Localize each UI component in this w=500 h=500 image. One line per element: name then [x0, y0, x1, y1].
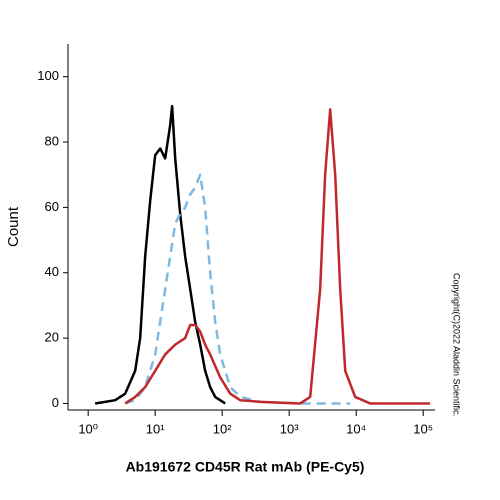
y-tick-label: 0 [52, 395, 59, 410]
y-tick-label: 100 [37, 68, 59, 83]
series-line [94, 104, 226, 405]
x-tick-label: 10⁵ [413, 421, 433, 436]
y-axis-title: Count [5, 206, 22, 247]
y-tick-label: 80 [45, 133, 59, 148]
y-tick-label: 60 [45, 199, 59, 214]
series-line [124, 108, 430, 405]
x-tick-label: 10³ [280, 421, 299, 436]
y-tick-label: 40 [45, 264, 59, 279]
series-line [124, 173, 351, 405]
y-tick-label: 20 [45, 330, 59, 345]
x-tick-label: 10¹ [146, 421, 165, 436]
x-axis-title: Ab191672 CD45R Rat mAb (PE-Cy5) [126, 459, 365, 475]
x-tick-label: 10⁰ [78, 421, 98, 436]
x-tick-label: 10⁴ [346, 421, 366, 436]
x-tick-label: 10² [213, 421, 232, 436]
copyright: Copyright(C)2022 Aladdin Scientific. [452, 273, 462, 417]
